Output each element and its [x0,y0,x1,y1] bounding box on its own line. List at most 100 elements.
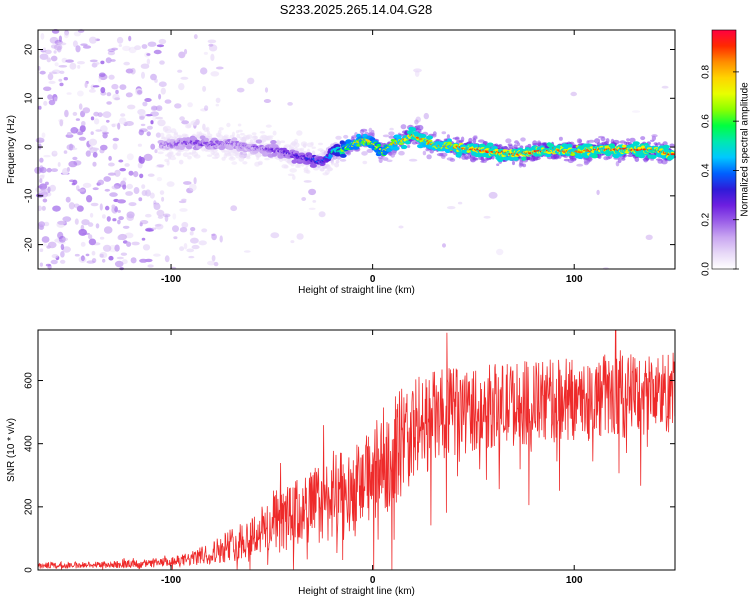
spectrogram-cell [231,161,238,165]
spectrogram-cell [128,170,134,176]
spectrogram-cell [147,173,155,177]
spectrogram-cell [80,255,85,262]
spectrogram-cell [199,135,206,140]
spectrogram-cell [270,232,280,239]
spectrogram-cell [92,187,99,191]
spectrogram-cell [180,76,189,80]
spectrogram-cell [210,53,215,62]
spectrogram-cell [308,207,316,210]
spectrogram-cell [88,138,98,146]
snr-y-axis-label: SNR (10 * v/v) [6,418,17,482]
spectrogram-cell [386,159,393,163]
colorbar-tick-label: 0.0 [701,262,712,276]
spectrogram-cell [566,143,573,148]
spectrogram-cell [102,111,112,118]
spectrogram-cell [57,162,61,167]
spectrogram-cell [39,157,44,163]
spectrogram-cell [79,125,86,133]
spectrogram-cell [157,119,166,127]
spectrogram-cell [311,150,316,157]
spectrogram-cell [444,148,451,154]
spectrogram-cell [662,141,668,147]
spectrogram-cell [58,35,63,42]
spectrogram-cell [153,253,161,257]
spectrogram-cell [156,105,163,112]
spectrogram-cell [91,250,96,256]
spectrogram-cell [58,78,63,82]
spectrogram-cell [143,153,153,161]
spectrogram-cell [300,147,305,152]
spectrogram-x-ticks: -100 0 100 [161,30,583,285]
spectrogram-cell [276,140,281,145]
spectrogram-cell [66,92,72,95]
spectrogram-cell [50,259,58,265]
spectrogram-cell [378,157,383,163]
spectrogram-cell [72,156,78,161]
spectrogram-cell [496,248,504,256]
spectrogram-cell [596,189,600,196]
spectrogram-cell [621,144,628,148]
spectrogram-cell [126,153,134,161]
spectrogram-cell [200,67,208,75]
spectrogram-cell [125,92,133,98]
spectrogram-cell [42,243,48,247]
spectrogram-cell [195,118,200,126]
spectrogram-cell [156,209,165,217]
spectrogram-cell [503,156,511,161]
spectrogram-cell [631,110,641,113]
spectrogram-cell [141,190,148,196]
spectrogram-cell [246,134,253,139]
spectrogram-x-tick-label: 100 [566,274,583,285]
spectrogram-cell [62,237,69,241]
spectrogram-cell [139,173,144,179]
spectrogram-cell [106,119,110,123]
spectrogram-cell [258,162,263,166]
spectrogram-cell [65,59,74,63]
spectrogram-y-ticks: 20 10 0 -10 -20 [24,44,675,252]
spectrogram-cell [189,231,194,236]
spectrogram-cell [117,219,121,225]
spectrogram-cell [187,155,192,160]
spectrogram-cell [147,41,157,47]
spectrogram-cell [395,134,402,139]
spectrogram-cell [115,89,119,95]
spectrogram-cell [193,34,198,40]
spectrogram-cell [669,143,675,148]
spectrogram-cell [426,154,432,160]
spectrogram-cell [47,241,57,249]
spectrogram-cell [43,100,48,106]
spectrogram-cell [650,154,657,159]
spectrogram-cell [215,103,219,107]
spectrogram-cell [106,216,111,222]
spectrogram-cell [154,149,158,154]
spectrogram-cell [93,118,100,125]
spectrogram-cell [366,148,374,153]
spectrogram-cell [141,71,145,79]
spectrogram-cell [591,154,598,159]
spectrogram-cell [90,131,94,136]
spectrogram-cell [141,237,146,241]
spectrogram-cell [454,136,460,141]
spectrogram-cell [121,259,128,265]
spectrogram-y-tick-label: -20 [24,237,35,252]
spectrogram-cell [111,83,119,90]
spectrogram-cell [164,214,169,222]
spectrogram-cell [158,93,162,100]
spectrogram-cell [39,53,49,60]
spectrogram-cell [128,35,132,42]
spectrogram-cell [309,163,317,168]
spectrogram-cell [186,145,193,150]
spectrogram-y-tick-label: 20 [24,44,35,56]
snr-y-ticks: 0 200 400 600 [24,372,675,573]
spectrogram-cell [145,213,152,218]
spectrogram-cell [58,241,66,245]
spectrogram-cell [92,151,98,158]
spectrogram-cell [181,221,189,229]
spectrogram-cell [400,124,407,130]
spectrogram-cell [76,205,84,212]
spectrogram-cell [142,244,151,251]
spectrogram-cell [81,121,86,126]
spectrogram-cell [181,120,190,125]
spectrogram-cell [60,251,65,258]
